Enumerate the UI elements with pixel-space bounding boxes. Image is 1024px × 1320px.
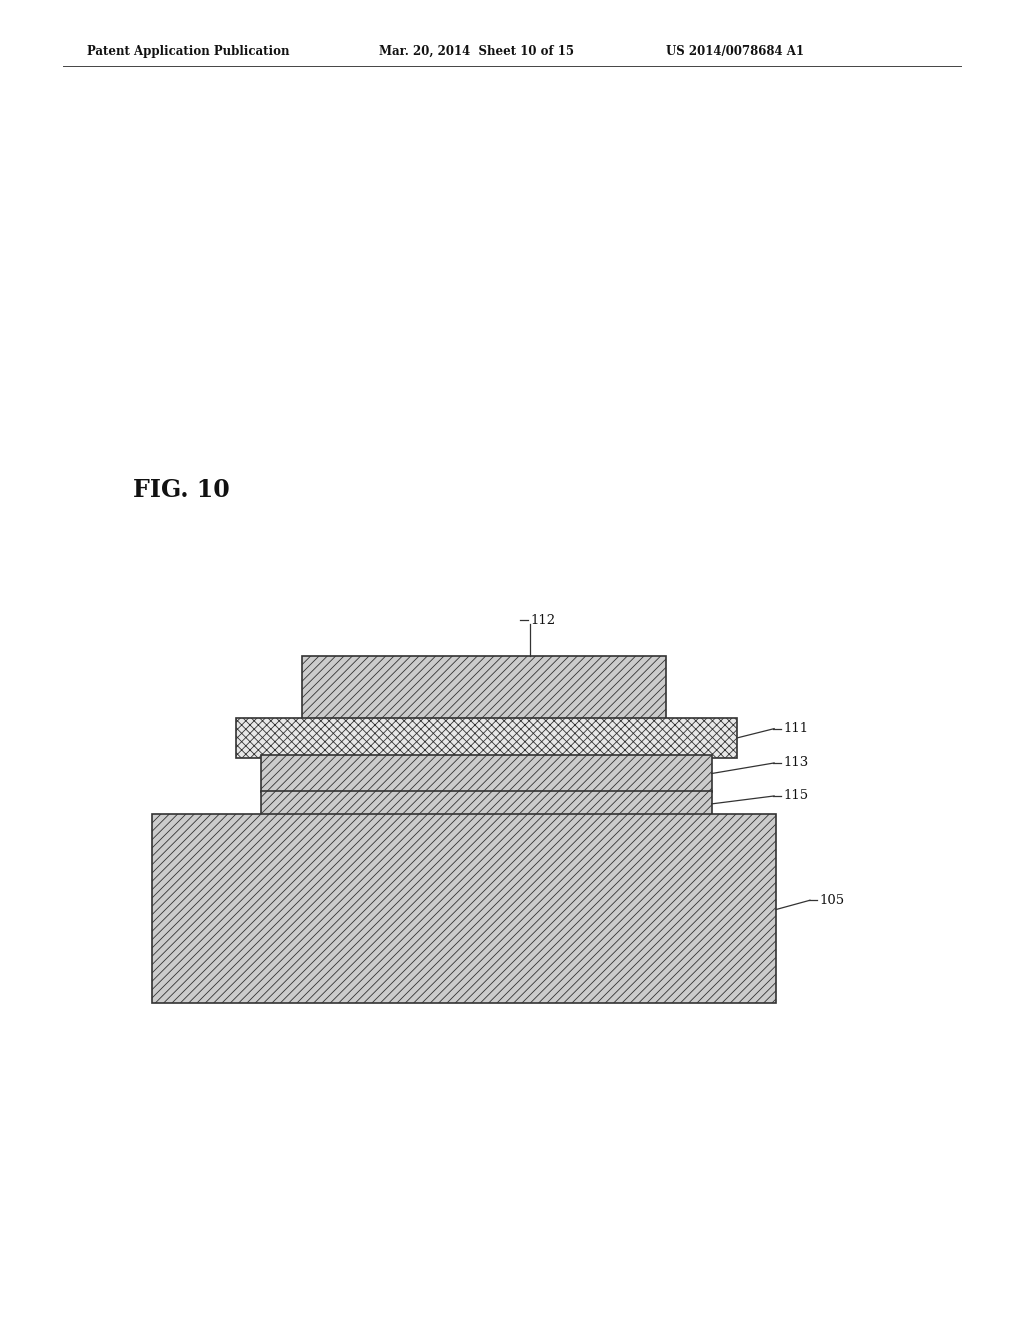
Text: Mar. 20, 2014  Sheet 10 of 15: Mar. 20, 2014 Sheet 10 of 15 (379, 45, 573, 58)
Text: 115: 115 (783, 789, 809, 803)
Bar (261, 791, 712, 816)
Bar (261, 755, 712, 792)
Text: 112: 112 (530, 614, 556, 627)
Bar (152, 814, 776, 1003)
Text: Patent Application Publication: Patent Application Publication (87, 45, 290, 58)
Text: 105: 105 (819, 894, 845, 907)
Text: US 2014/0078684 A1: US 2014/0078684 A1 (666, 45, 804, 58)
Text: 113: 113 (783, 756, 809, 770)
Bar (236, 718, 737, 758)
Text: 111: 111 (783, 722, 809, 735)
Text: FIG. 10: FIG. 10 (133, 478, 229, 502)
Bar (302, 656, 666, 719)
